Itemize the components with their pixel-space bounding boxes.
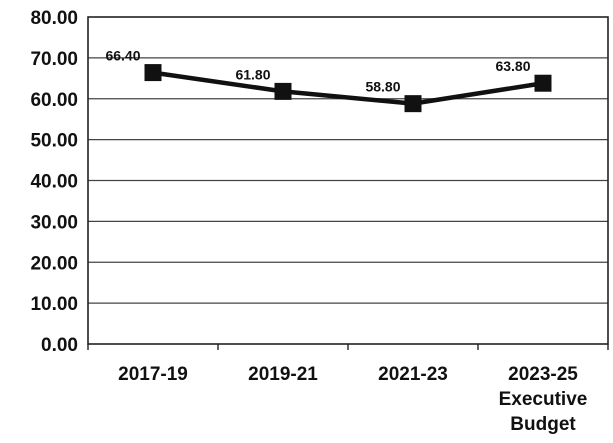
y-tick-label: 50.00 [30,131,78,152]
data-label: 63.80 [495,58,530,74]
y-tick-label: 80.00 [30,8,78,29]
y-tick-label: 20.00 [30,253,78,274]
y-tick-label: 10.00 [30,294,78,315]
data-label: 66.40 [105,48,140,64]
data-label: 61.80 [235,66,270,82]
x-tick-label: 2017-19 [118,364,188,385]
y-tick-label: 60.00 [30,90,78,111]
x-tick-label: 2023-25 [508,364,578,385]
x-tick-label: Executive [499,389,588,410]
y-tick-label: 30.00 [30,212,78,233]
data-point-marker [274,82,292,100]
y-tick-label: 70.00 [30,49,78,70]
x-tick-label: 2019-21 [248,364,318,385]
y-tick-label: 40.00 [30,172,78,193]
x-tick-label: Budget [510,414,576,435]
data-point-marker [534,74,552,92]
x-tick-label: 2021-23 [378,364,448,385]
data-point-marker [404,95,422,113]
data-label: 58.80 [365,79,400,95]
y-tick-label: 0.00 [41,335,78,356]
data-point-marker [144,64,162,82]
series-line [150,70,546,106]
